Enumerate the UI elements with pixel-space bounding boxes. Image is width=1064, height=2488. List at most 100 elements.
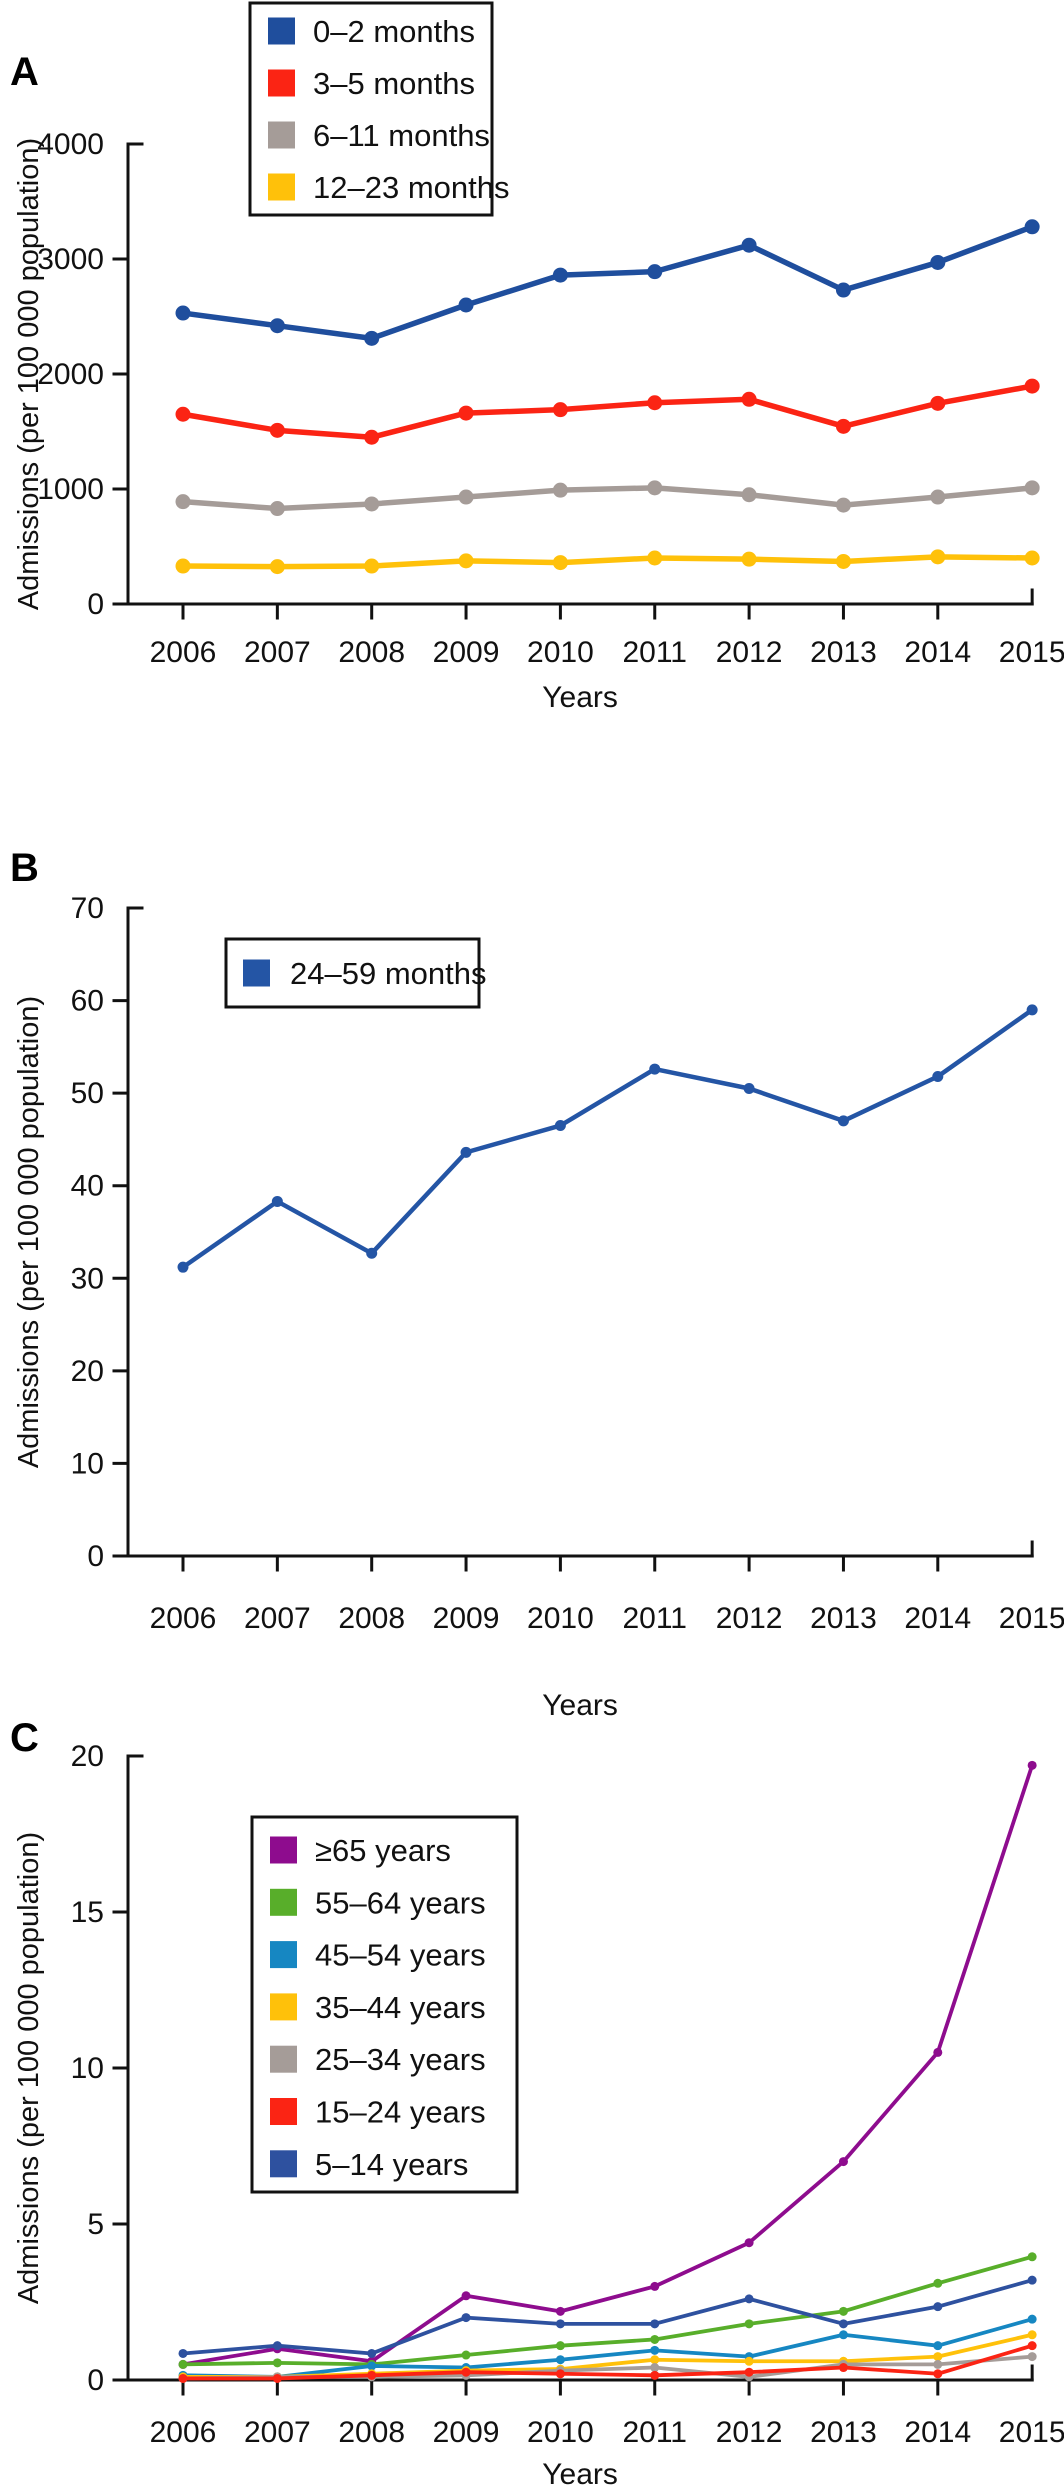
data-point xyxy=(933,2341,943,2351)
x-tick-label: 2007 xyxy=(244,1602,311,1635)
data-point xyxy=(650,2370,660,2380)
x-tick-label: 2007 xyxy=(244,636,311,669)
data-point xyxy=(364,330,380,346)
data-point xyxy=(930,395,946,411)
legend-swatch-0-2-months xyxy=(268,17,295,45)
legend-label-65-years: ≥65 years xyxy=(315,1833,451,1868)
legend-swatch-25-34-years xyxy=(270,2045,297,2073)
series-3-5-months xyxy=(175,378,1040,445)
data-point xyxy=(650,2319,660,2329)
data-point xyxy=(933,2047,943,2057)
data-point xyxy=(271,1195,283,1207)
data-point xyxy=(647,480,663,496)
data-point xyxy=(269,559,285,575)
series-12-23-months xyxy=(175,549,1040,575)
data-point xyxy=(460,1146,472,1158)
y-tick-label: 0 xyxy=(87,2364,104,2397)
y-tick-label: 4000 xyxy=(37,128,104,161)
data-point xyxy=(647,550,663,566)
series-line xyxy=(180,554,1035,570)
panel-c-label: C xyxy=(10,1716,39,1760)
x-tick-label: 2009 xyxy=(433,2416,500,2449)
data-point xyxy=(177,1261,189,1273)
legend-swatch-45-54-years xyxy=(270,1941,297,1969)
data-point xyxy=(269,501,285,517)
x-tick-label: 2007 xyxy=(244,2416,311,2449)
legend-swatch-65-years xyxy=(270,1836,297,1864)
y-tick-label: 1000 xyxy=(37,473,104,506)
y-tick-label: 40 xyxy=(71,1170,104,1203)
x-tick-label: 2009 xyxy=(433,636,500,669)
y-tick-label: 20 xyxy=(71,1355,104,1388)
panel-b-chart: 0 10 20 30 40 50 60 70 2006 2007 2008 2009 2010 2011 2… xyxy=(13,892,1064,1722)
data-point xyxy=(175,406,191,422)
data-point xyxy=(175,305,191,321)
data-point xyxy=(1027,1760,1037,1770)
legend-swatch-3-5-months xyxy=(268,69,295,97)
data-point xyxy=(458,405,474,421)
series-line xyxy=(180,224,1035,342)
data-point xyxy=(835,282,851,298)
data-point xyxy=(1027,2352,1037,2362)
data-point xyxy=(835,553,851,569)
x-tick-label: 2013 xyxy=(810,2416,877,2449)
series-line xyxy=(181,2343,1035,2381)
x-tick-label: 2013 xyxy=(810,1602,877,1635)
data-point xyxy=(555,2341,565,2351)
data-point xyxy=(647,264,663,280)
data-point xyxy=(930,549,946,565)
data-point xyxy=(933,2278,943,2288)
data-point xyxy=(838,2330,848,2340)
data-point xyxy=(364,558,380,574)
x-tick-label: 2011 xyxy=(622,1602,687,1635)
series-line xyxy=(181,2254,1035,2367)
panel-a-label: A xyxy=(10,50,39,94)
legend-swatch-35-44-years xyxy=(270,1993,297,2021)
data-point xyxy=(838,2319,848,2329)
x-tick-label: 2006 xyxy=(150,636,217,669)
data-point xyxy=(269,422,285,438)
x-tick-label: 2014 xyxy=(904,1602,971,1635)
legend: 0–2 months 3–5 months 6–11 months 12–23 mon… xyxy=(248,1,509,217)
data-point xyxy=(1024,378,1040,394)
y-axis-title: Admissions (per 100 000 population) xyxy=(13,1832,45,2304)
data-point xyxy=(272,2341,282,2351)
data-point xyxy=(1027,2330,1037,2340)
y-axis-title: Admissions (per 100 000 population) xyxy=(13,996,45,1468)
data-point xyxy=(744,2356,754,2366)
data-point xyxy=(1027,2314,1037,2324)
data-point xyxy=(555,2319,565,2329)
x-tick-label: 2014 xyxy=(904,636,971,669)
legend-swatch-6-11-months xyxy=(268,121,295,149)
data-point xyxy=(649,1063,661,1075)
x-tick-label: 2015 xyxy=(999,2416,1064,2449)
x-tick-label: 2011 xyxy=(622,2416,687,2449)
series-5-14-years xyxy=(178,2275,1037,2358)
data-point xyxy=(552,402,568,418)
y-tick-label: 3000 xyxy=(37,243,104,276)
data-point xyxy=(461,2350,471,2360)
data-point xyxy=(458,297,474,313)
data-point xyxy=(178,2373,188,2383)
series-line xyxy=(181,2317,1035,2379)
legend-label-25-34-years: 25–34 years xyxy=(315,2042,486,2077)
data-point xyxy=(744,2294,754,2304)
y-tick-label: 0 xyxy=(87,1540,104,1573)
panel-a-chart: 0 1000 2000 3000 4000 2006 2007 2008 2009 2010 201… xyxy=(13,1,1064,714)
data-point xyxy=(743,1083,755,1095)
panel-c-chart: 0 5 10 15 20 2006 2007 2008 2009 2010 2011 2012 2013… xyxy=(13,1740,1064,2488)
series-0-2-months xyxy=(175,219,1040,346)
legend-label-3-5-months: 3–5 months xyxy=(313,66,475,101)
y-tick-label: 30 xyxy=(71,1262,104,1295)
y-tick-label: 10 xyxy=(71,1447,104,1480)
y-tick-label: 15 xyxy=(71,1896,104,1929)
legend-swatch-15-24-years xyxy=(270,2098,297,2125)
y-axis-title: Admissions (per 100 000 population) xyxy=(13,138,45,610)
data-point xyxy=(1027,2252,1037,2262)
x-tick-label: 2010 xyxy=(527,636,594,669)
x-tick-label: 2012 xyxy=(716,636,783,669)
legend-label-15-24-years: 15–24 years xyxy=(315,2095,486,2130)
axes xyxy=(112,142,1034,620)
